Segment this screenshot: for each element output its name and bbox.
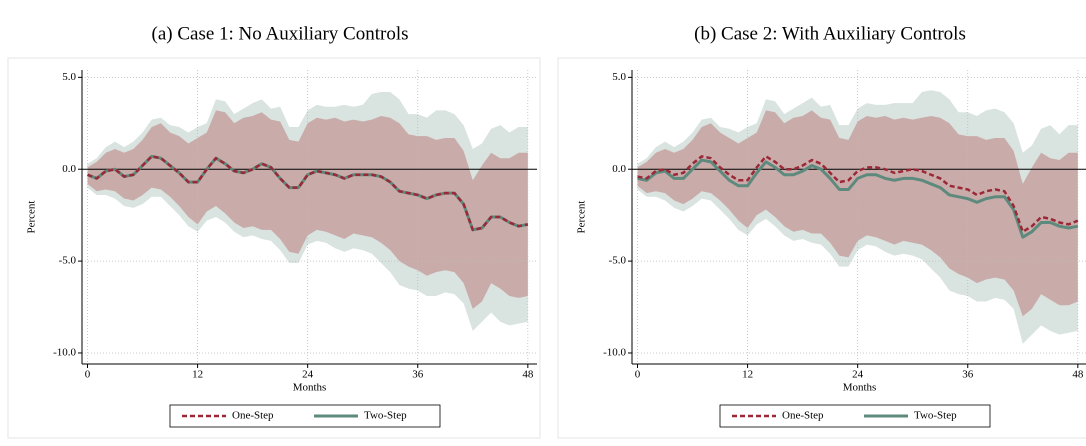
x-tick-label: 48 <box>522 369 534 381</box>
legend-box <box>169 404 441 428</box>
y-axis-label: Percent <box>26 201 38 234</box>
y-tick-label: 5.0 <box>612 71 626 83</box>
y-tick-label: 0.0 <box>62 163 76 175</box>
x-tick-label: 48 <box>1072 369 1084 381</box>
x-tick-label: 36 <box>412 369 424 381</box>
y-tick-label: -5.0 <box>59 255 77 267</box>
x-tick-label: 12 <box>192 369 203 381</box>
panel: (b) Case 2: With Auxiliary Controls 5.0 0.… <box>557 23 1086 439</box>
y-tick-label: 5.0 <box>62 71 76 83</box>
series-line <box>637 155 1079 233</box>
confidence-band <box>637 110 1078 317</box>
panel: (a) Case 1: No Auxiliary Controls 5.0 0.0 -… <box>7 23 541 439</box>
panel-frame <box>557 57 1086 439</box>
y-tick-label: -10.0 <box>603 347 626 359</box>
legend-label: One-Step <box>782 410 824 422</box>
x-tick-label: 0 <box>85 369 91 381</box>
legend-label: Two-Step <box>364 410 407 422</box>
legend-label: One-Step <box>232 410 274 422</box>
x-axis-label: Months <box>843 382 877 394</box>
x-tick-label: 36 <box>962 369 974 381</box>
y-axis-label: Percent <box>576 201 588 234</box>
x-axis-label: Months <box>293 382 327 394</box>
series-line <box>637 158 1079 239</box>
panel-frame <box>7 57 541 439</box>
legend-label: Two-Step <box>914 410 957 422</box>
panel-title: (b) Case 2: With Auxiliary Controls <box>694 23 966 44</box>
panel-title: (a) Case 1: No Auxiliary Controls <box>152 23 409 44</box>
x-tick-label: 24 <box>302 369 314 381</box>
y-tick-label: -10.0 <box>53 347 76 359</box>
series-line <box>87 155 529 232</box>
x-tick-label: 12 <box>742 369 753 381</box>
x-tick-label: 0 <box>635 369 641 381</box>
y-tick-label: -5.0 <box>609 255 627 267</box>
legend-box <box>719 404 991 428</box>
y-tick-label: 0.0 <box>612 163 626 175</box>
x-tick-label: 24 <box>852 369 864 381</box>
